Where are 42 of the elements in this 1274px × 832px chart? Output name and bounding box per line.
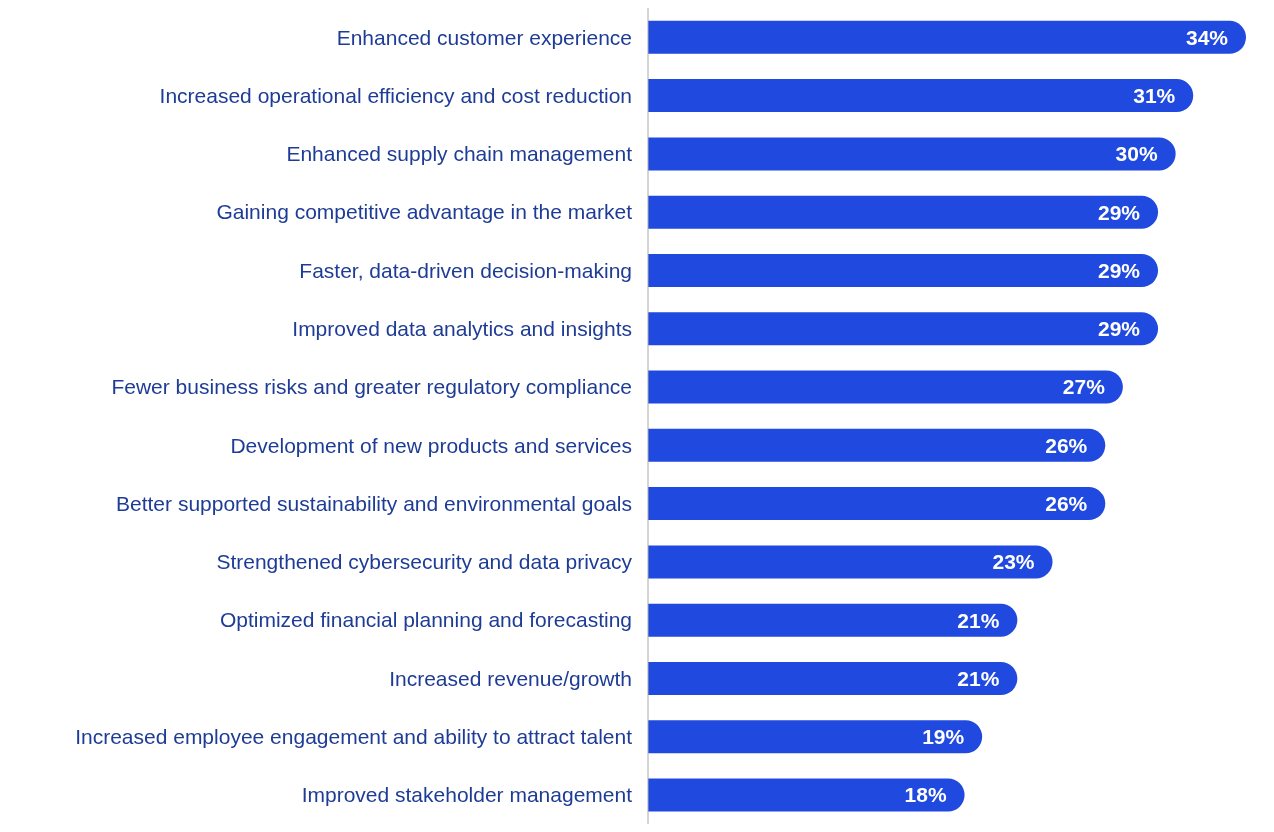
y-tick-label: Increased operational efficiency and cost reduction bbox=[159, 83, 632, 107]
data-label: 26% bbox=[1045, 492, 1088, 516]
data-label: 19% bbox=[922, 725, 965, 749]
bar bbox=[648, 603, 1018, 637]
data-label: 29% bbox=[1098, 317, 1141, 341]
bar bbox=[648, 661, 1018, 695]
y-tick-label: Improved stakeholder management bbox=[301, 783, 633, 807]
y-tick-label: Enhanced customer experience bbox=[336, 25, 632, 49]
y-tick-label: Faster, data-driven decision-making bbox=[299, 258, 632, 282]
y-tick-label: Increased employee engagement and ability to attract talent bbox=[75, 725, 633, 749]
data-label: 30% bbox=[1115, 142, 1158, 166]
bar bbox=[648, 195, 1159, 229]
y-tick-label: Optimized financial planning and forecasting bbox=[219, 608, 632, 632]
y-tick-label: Strengthened cybersecurity and data privacy bbox=[216, 550, 633, 574]
data-label: 29% bbox=[1098, 200, 1141, 224]
data-label: 34% bbox=[1185, 25, 1229, 49]
y-tick-label: Gaining competitive advantage in the market bbox=[216, 200, 633, 224]
data-label: 29% bbox=[1098, 258, 1141, 282]
data-label: 26% bbox=[1045, 433, 1088, 457]
bar bbox=[648, 370, 1123, 404]
y-tick-label: Improved data analytics and insights bbox=[292, 317, 632, 341]
data-label: 27% bbox=[1062, 375, 1106, 399]
bar bbox=[648, 720, 983, 754]
bar bbox=[648, 778, 965, 812]
y-tick-label: Enhanced supply chain management bbox=[286, 142, 633, 166]
y-tick-label: Increased revenue/growth bbox=[389, 666, 632, 690]
y-tick-label: Better supported sustainability and environmental goals bbox=[116, 491, 632, 515]
data-label: 31% bbox=[1133, 84, 1176, 108]
bar bbox=[648, 487, 1106, 521]
bar bbox=[648, 20, 1246, 54]
bar bbox=[648, 79, 1194, 113]
y-tick-label: Fewer business risks and greater regulatory compliance bbox=[111, 375, 632, 399]
data-label: 23% bbox=[992, 550, 1035, 574]
bar bbox=[648, 545, 1053, 579]
y-tick-label: Development of new products and services bbox=[230, 433, 632, 457]
data-label: 18% bbox=[904, 783, 947, 807]
bar bbox=[648, 253, 1159, 287]
bar bbox=[648, 428, 1106, 462]
data-label: 21% bbox=[957, 666, 1000, 690]
bar bbox=[648, 137, 1176, 171]
data-label: 21% bbox=[957, 608, 1000, 632]
bar bbox=[648, 312, 1159, 346]
